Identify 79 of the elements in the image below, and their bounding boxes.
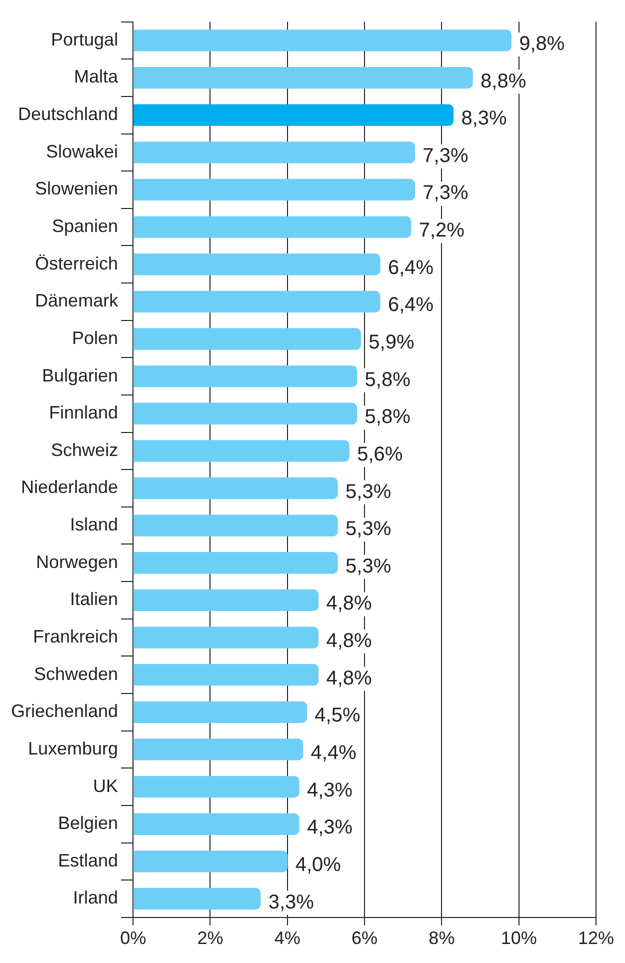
bar bbox=[133, 254, 380, 276]
y-tick-label: Dänemark bbox=[35, 290, 120, 311]
x-tick-label: 6% bbox=[352, 928, 378, 948]
x-tick-label: 4% bbox=[274, 928, 300, 948]
bar bbox=[133, 776, 300, 798]
bar bbox=[133, 664, 319, 686]
data-label: 4,8% bbox=[326, 667, 372, 690]
data-label: 5,3% bbox=[346, 555, 392, 578]
data-label: 4,8% bbox=[326, 592, 372, 615]
bar bbox=[133, 290, 380, 313]
x-tick-label: 0% bbox=[120, 928, 146, 948]
bar bbox=[133, 30, 512, 52]
y-tick-label: Estland bbox=[58, 850, 118, 870]
bar bbox=[133, 626, 319, 648]
data-label: 8,8% bbox=[480, 70, 526, 92]
y-tick-label: Malta bbox=[74, 66, 120, 87]
y-tick-label: Finnland bbox=[49, 402, 118, 423]
y-tick-label: Schweiz bbox=[51, 440, 118, 460]
y-tick-label: Norwegen bbox=[36, 552, 118, 572]
data-label: 4,8% bbox=[326, 630, 372, 652]
data-label: 7,2% bbox=[418, 220, 465, 242]
bar bbox=[133, 701, 307, 723]
y-tick-label: Spanien bbox=[52, 216, 118, 236]
data-label: 4,3% bbox=[306, 779, 353, 802]
data-label: 5,9% bbox=[368, 332, 414, 354]
data-label: 7,3% bbox=[422, 144, 468, 167]
y-tick-label: Slowenien bbox=[35, 178, 118, 199]
data-label: 6,4% bbox=[388, 294, 434, 316]
y-tick-label: Bulgarien bbox=[42, 365, 118, 386]
x-tick-label: 12% bbox=[578, 928, 614, 948]
y-tick-label: Italien bbox=[70, 589, 118, 610]
bar bbox=[133, 402, 358, 424]
data-label: 4,4% bbox=[310, 742, 357, 764]
y-tick-label: Frankreich bbox=[33, 626, 118, 646]
data-label: 8,3% bbox=[461, 108, 508, 130]
bar bbox=[133, 552, 338, 574]
y-tick-label: Irland bbox=[73, 888, 118, 908]
bar bbox=[133, 888, 261, 910]
y-tick-label: Deutschland bbox=[18, 104, 118, 124]
y-tick-label: Griechenland bbox=[10, 701, 118, 722]
y-tick-label: Island bbox=[70, 514, 118, 535]
y-tick-label: Slowakei bbox=[46, 141, 118, 162]
y-tick-label: Belgien bbox=[58, 813, 118, 834]
bar bbox=[133, 589, 319, 612]
bar bbox=[133, 328, 361, 350]
bar bbox=[133, 178, 416, 201]
data-label: 7,3% bbox=[422, 182, 468, 204]
x-tick-label: 2% bbox=[197, 928, 224, 948]
y-tick-label: Österreich bbox=[35, 253, 118, 274]
data-label: 4,3% bbox=[306, 816, 353, 839]
y-tick-label: Schweden bbox=[34, 664, 118, 684]
bar bbox=[133, 813, 300, 835]
data-label: 5,8% bbox=[364, 406, 411, 428]
bar bbox=[133, 216, 412, 238]
y-tick-label: UK bbox=[93, 776, 118, 796]
y-tick-label: Polen bbox=[72, 328, 118, 348]
bar bbox=[133, 477, 338, 500]
y-tick-label: Luxemburg bbox=[28, 738, 118, 758]
data-label: 3,3% bbox=[268, 891, 314, 914]
y-tick-label: Portugal bbox=[51, 29, 118, 50]
data-label: 5,3% bbox=[346, 518, 392, 540]
bar bbox=[133, 850, 288, 872]
data-label: 6,4% bbox=[388, 256, 434, 279]
bar bbox=[133, 440, 350, 462]
bar bbox=[133, 104, 454, 126]
bar bbox=[133, 738, 304, 760]
bar bbox=[133, 514, 338, 536]
data-label: 9,8% bbox=[519, 32, 565, 55]
y-tick-label: Niederlande bbox=[20, 477, 118, 498]
data-label: 5,3% bbox=[346, 480, 392, 503]
x-tick-label: 8% bbox=[428, 928, 455, 948]
data-label: 5,6% bbox=[357, 443, 403, 466]
data-label: 5,8% bbox=[364, 368, 411, 391]
data-label: 4,5% bbox=[314, 704, 360, 727]
bar bbox=[133, 142, 416, 164]
bar bbox=[133, 66, 473, 89]
x-tick-label: 10% bbox=[500, 928, 537, 948]
bar bbox=[133, 365, 358, 388]
data-label: 4,0% bbox=[295, 854, 342, 876]
